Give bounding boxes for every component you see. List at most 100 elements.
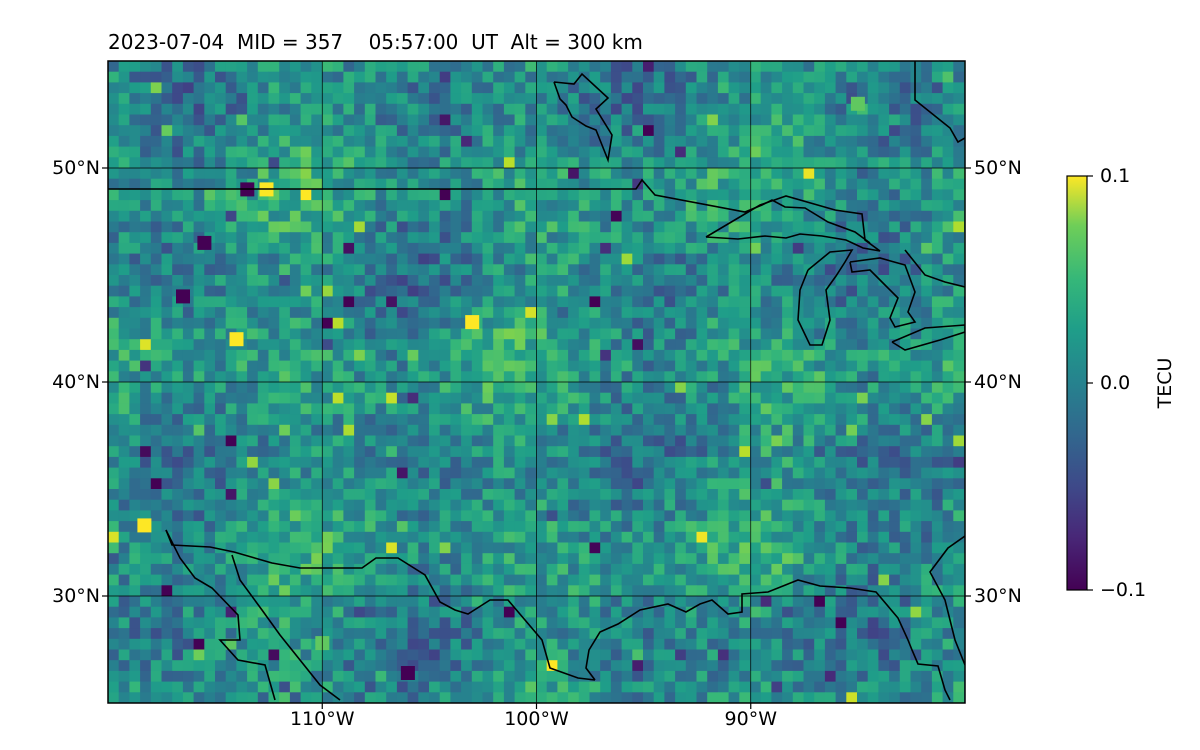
heatmap-cell xyxy=(461,275,473,287)
heatmap-cell xyxy=(739,456,751,468)
heatmap-cell xyxy=(632,349,644,361)
heatmap-cell xyxy=(782,617,794,629)
heatmap-cell xyxy=(728,510,740,522)
heatmap-cell xyxy=(257,542,269,554)
heatmap-cell xyxy=(182,499,194,511)
heatmap-cell xyxy=(429,403,441,415)
heatmap-cell xyxy=(386,382,398,394)
heatmap-cell xyxy=(247,478,259,490)
heatmap-cell xyxy=(664,61,676,73)
heatmap-cell xyxy=(172,82,184,94)
heatmap-cell xyxy=(289,328,301,340)
heatmap-cell xyxy=(172,178,184,190)
heatmap-cell xyxy=(439,435,451,447)
heatmap-cell xyxy=(343,360,355,372)
heatmap-cell xyxy=(589,114,601,126)
heatmap-cell xyxy=(600,221,612,233)
heatmap-cell xyxy=(653,168,665,180)
heatmap-cell xyxy=(108,221,120,233)
heatmap-cell xyxy=(257,210,269,222)
heatmap-cell xyxy=(653,660,665,672)
heatmap-cell xyxy=(953,467,965,479)
heatmap-cell xyxy=(471,82,483,94)
heatmap-cell xyxy=(450,435,462,447)
heatmap-cell xyxy=(354,521,366,533)
heatmap-cell xyxy=(675,563,687,575)
heatmap-cell xyxy=(375,446,387,458)
heatmap-cell xyxy=(172,275,184,287)
heatmap-cell xyxy=(867,135,879,147)
heatmap-cell xyxy=(931,478,943,490)
heatmap-cell xyxy=(546,510,558,522)
heatmap-cell xyxy=(814,467,826,479)
heatmap-cell xyxy=(643,382,655,394)
heatmap-cell xyxy=(429,71,441,83)
heatmap-cell xyxy=(739,275,751,287)
heatmap-cell xyxy=(568,360,580,372)
heatmap-cell xyxy=(161,681,173,693)
heatmap-cell xyxy=(150,349,162,361)
heatmap-cell xyxy=(386,103,398,115)
heatmap-cell xyxy=(578,542,590,554)
heatmap-cell xyxy=(129,135,141,147)
heatmap-cell xyxy=(343,275,355,287)
heatmap-cell xyxy=(311,692,323,703)
heatmap-cell xyxy=(129,93,141,105)
heatmap-cell xyxy=(632,467,644,479)
heatmap-cell xyxy=(461,253,473,265)
heatmap-cell xyxy=(375,200,387,212)
heatmap-cell xyxy=(289,585,301,597)
heatmap-cell xyxy=(407,103,419,115)
heatmap-cell xyxy=(161,168,173,180)
heatmap-cell xyxy=(792,125,804,137)
heatmap-cell xyxy=(375,168,387,180)
heatmap-cell xyxy=(407,510,419,522)
heatmap-cell xyxy=(268,456,280,468)
heatmap-cell xyxy=(835,253,847,265)
heatmap-cell xyxy=(942,531,954,543)
heatmap-cell xyxy=(354,232,366,244)
heatmap-cell xyxy=(300,371,312,383)
heatmap-cell xyxy=(439,574,451,586)
heatmap-cell xyxy=(803,221,815,233)
heatmap-cell xyxy=(707,328,719,340)
heatmap-cell xyxy=(589,660,601,672)
heatmap-cell xyxy=(257,392,269,404)
heatmap-cell xyxy=(514,424,526,436)
heatmap-cell xyxy=(279,446,291,458)
heatmap-cell xyxy=(546,349,558,361)
heatmap-cell xyxy=(782,146,794,158)
heatmap-cell xyxy=(354,360,366,372)
heatmap-cell xyxy=(846,317,858,329)
heatmap-cell xyxy=(792,317,804,329)
heatmap-cell xyxy=(750,553,762,565)
hudson-bay xyxy=(553,72,613,163)
heatmap-cell xyxy=(332,157,344,169)
heatmap-cell xyxy=(707,296,719,308)
heatmap-cell xyxy=(739,660,751,672)
heatmap-cell xyxy=(182,478,194,490)
heatmap-cell xyxy=(685,638,697,650)
heatmap-cell xyxy=(386,692,398,703)
heatmap-cell xyxy=(108,585,120,597)
heatmap-cell xyxy=(482,649,494,661)
heatmap-cell xyxy=(889,296,901,308)
heatmap-cell xyxy=(129,264,141,276)
heatmap-cell xyxy=(450,285,462,297)
heatmap-cell xyxy=(739,649,751,661)
heatmap-cell xyxy=(653,489,665,501)
heatmap-cell xyxy=(386,670,398,682)
heatmap-cell xyxy=(782,531,794,543)
heatmap-cell xyxy=(279,275,291,287)
heatmap-cell xyxy=(621,93,633,105)
heatmap-cell xyxy=(782,521,794,533)
heatmap-cell xyxy=(899,103,911,115)
heatmap-cell xyxy=(782,328,794,340)
heatmap-cell xyxy=(257,478,269,490)
heatmap-cell xyxy=(814,660,826,672)
heatmap-cell xyxy=(525,275,537,287)
heatmap-cell xyxy=(354,285,366,297)
heatmap-cell xyxy=(279,681,291,693)
heatmap-cell xyxy=(835,285,847,297)
heatmap-cell xyxy=(354,563,366,575)
